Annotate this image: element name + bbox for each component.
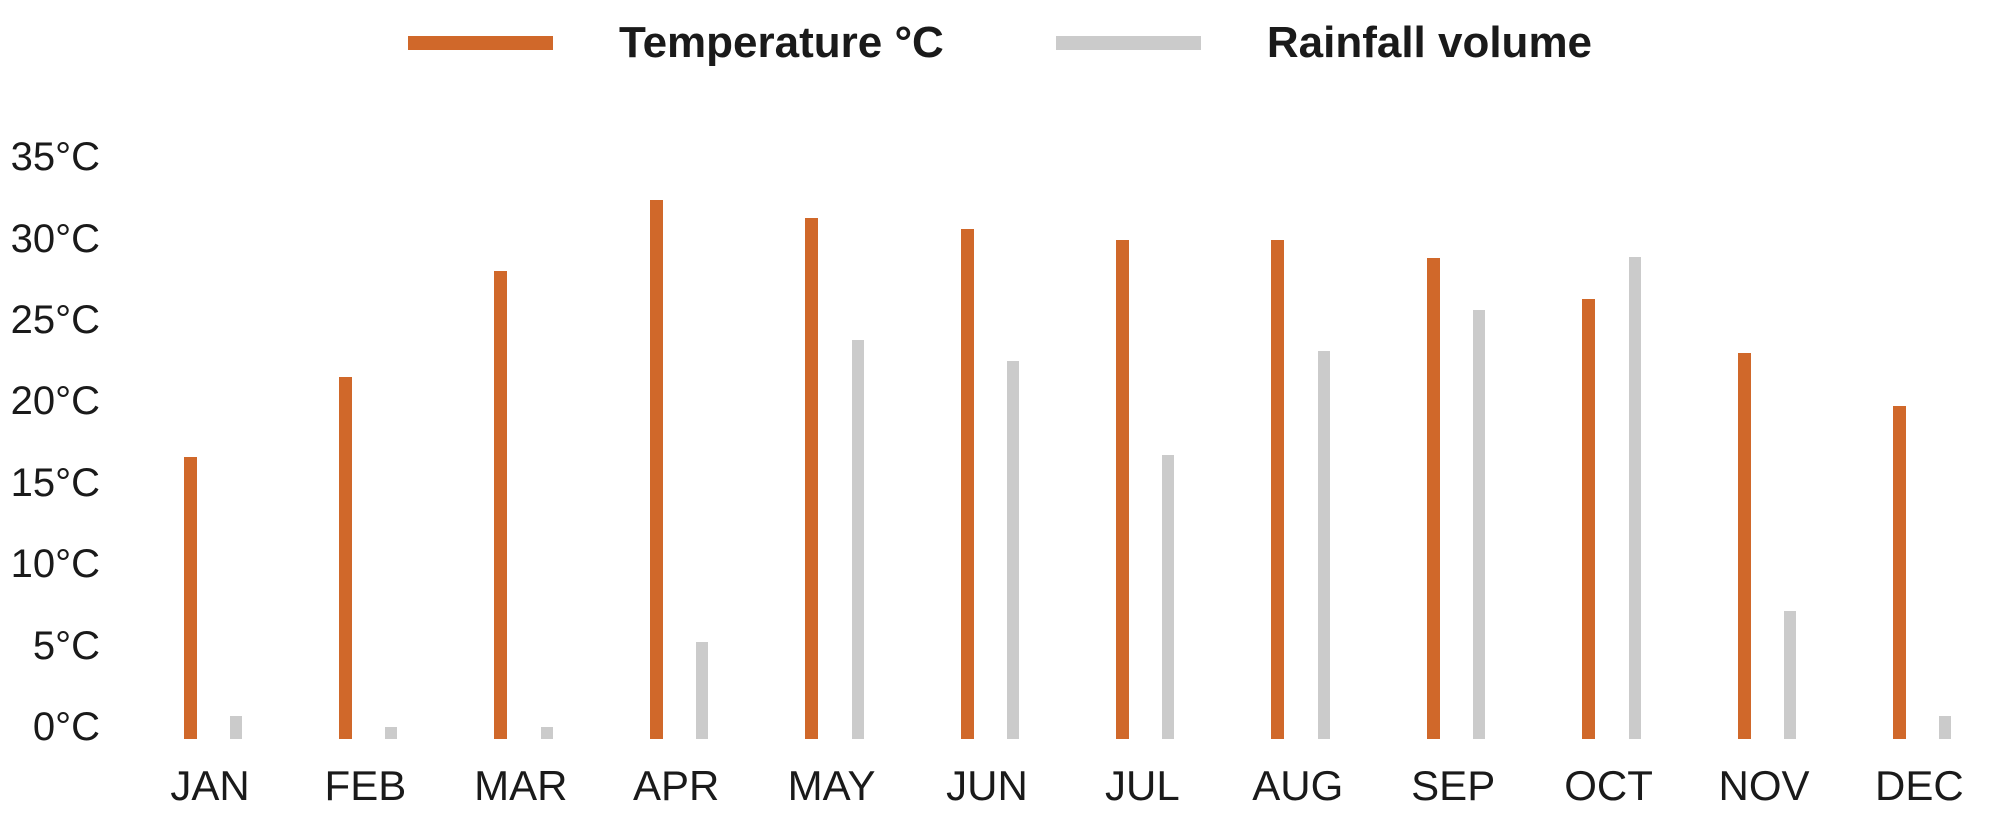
month-label-jan: JAN	[170, 762, 250, 809]
y-axis-tick-label: 35°C	[10, 135, 100, 180]
rainfall-bar-mar[interactable]	[540, 727, 553, 740]
month-label-jul: JUL	[1105, 762, 1180, 809]
temperature-bar-apr[interactable]	[649, 199, 663, 740]
y-axis-tick-label: 20°C	[10, 379, 100, 424]
month-label-mar: MAR	[474, 762, 568, 809]
rainfall-bar-oct[interactable]	[1628, 256, 1641, 740]
temperature-bar-jun[interactable]	[960, 228, 974, 740]
legend-label-temperature: Temperature °C	[618, 18, 944, 67]
temperature-bar-jan[interactable]	[183, 456, 197, 740]
y-axis-tick-label: 25°C	[10, 298, 100, 343]
rainfall-bar-may[interactable]	[851, 339, 864, 740]
rainfall-bar-dec[interactable]	[1939, 715, 1952, 740]
month-label-nov: NOV	[1718, 762, 1810, 809]
rainfall-bar-sep[interactable]	[1473, 310, 1486, 740]
temperature-swatch-icon	[407, 36, 553, 50]
legend-label-rainfall: Rainfall volume	[1266, 18, 1593, 67]
legend-item-temperature[interactable]: Temperature °C	[407, 18, 944, 67]
month-label-aug: AUG	[1252, 762, 1344, 809]
temperature-bar-feb[interactable]	[338, 377, 352, 740]
temperature-bar-aug[interactable]	[1271, 240, 1285, 740]
month-label-oct: OCT	[1564, 762, 1653, 809]
legend: Temperature °C Rainfall volume	[0, 12, 2000, 74]
y-axis-tick-label: 15°C	[10, 460, 100, 505]
legend-item-rainfall[interactable]: Rainfall volume	[1055, 18, 1593, 67]
temperature-bar-nov[interactable]	[1737, 352, 1751, 740]
y-axis-tick-label: 10°C	[10, 542, 100, 587]
month-label-dec: DEC	[1875, 762, 1964, 809]
rainfall-bar-jul[interactable]	[1162, 455, 1175, 740]
rainfall-bar-feb[interactable]	[385, 727, 398, 740]
month-label-jun: JUN	[946, 762, 1028, 809]
rainfall-bar-apr[interactable]	[696, 642, 709, 740]
rainfall-bar-aug[interactable]	[1317, 351, 1330, 740]
temperature-bar-dec[interactable]	[1892, 406, 1906, 740]
month-label-may: MAY	[787, 762, 876, 809]
y-axis-tick-label: 0°C	[32, 705, 100, 749]
temperature-bar-oct[interactable]	[1582, 298, 1596, 740]
temperature-bar-jul[interactable]	[1115, 240, 1129, 740]
y-axis-tick-label: 5°C	[32, 623, 100, 668]
month-label-sep: SEP	[1411, 762, 1496, 809]
month-label-feb: FEB	[324, 762, 407, 809]
y-axis-tick-label: 30°C	[10, 216, 100, 261]
rainfall-bar-nov[interactable]	[1784, 611, 1796, 740]
temperature-bar-may[interactable]	[805, 217, 819, 740]
temperature-bar-sep[interactable]	[1426, 258, 1440, 740]
month-label-apr: APR	[633, 762, 720, 809]
temperature-bar-mar[interactable]	[494, 271, 508, 740]
rainfall-bar-jun[interactable]	[1007, 360, 1019, 740]
rainfall-bar-jan[interactable]	[230, 715, 242, 740]
rainfall-swatch-icon	[1055, 36, 1201, 50]
